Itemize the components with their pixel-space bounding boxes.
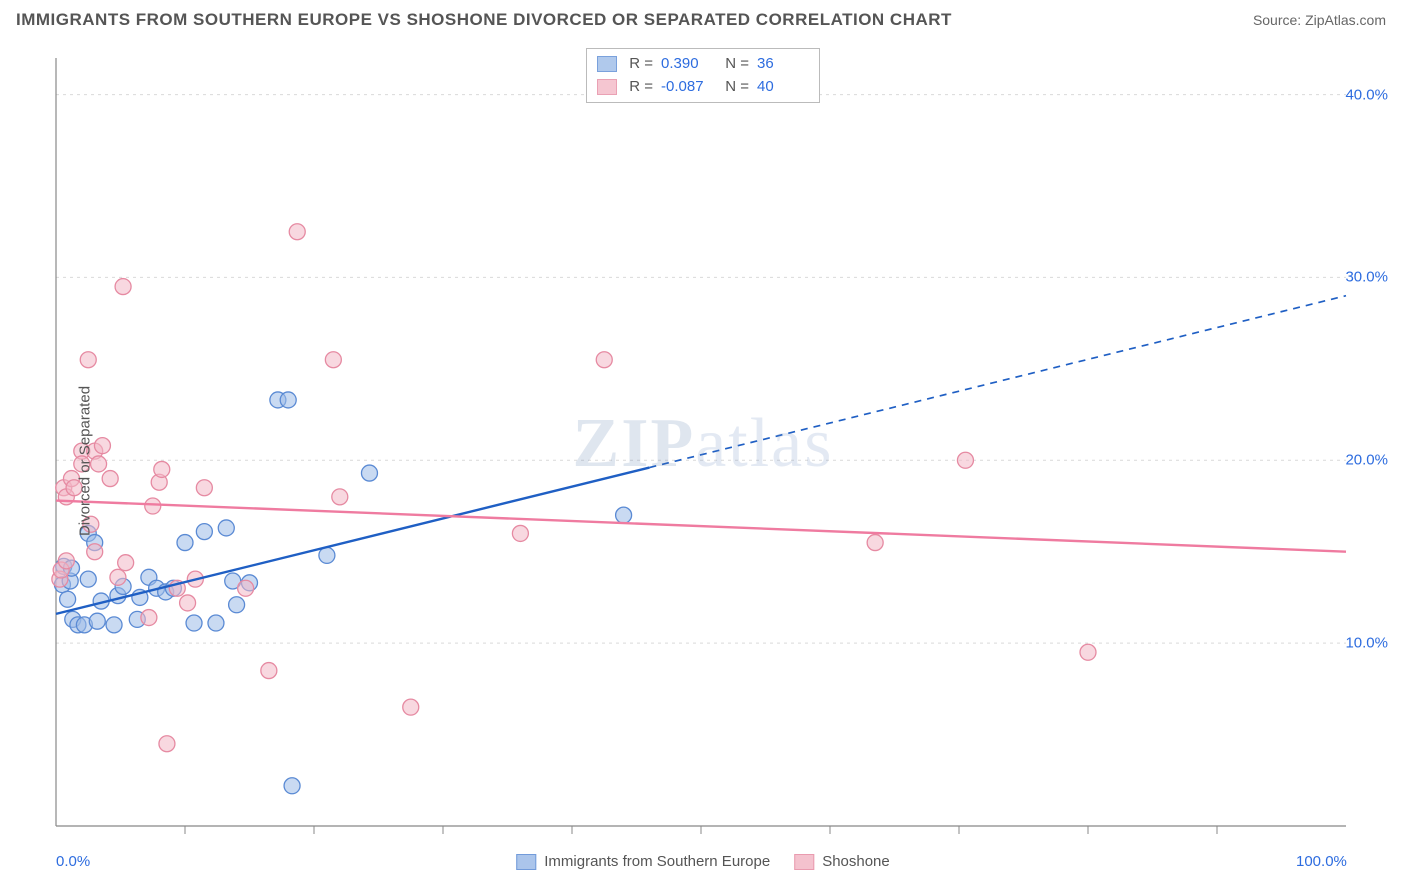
header: IMMIGRANTS FROM SOUTHERN EUROPE VS SHOSH… [0,0,1406,38]
data-point [141,610,157,626]
data-point [208,615,224,631]
y-tick-label: 30.0% [1345,269,1388,286]
data-point [186,615,202,631]
trend-line [56,501,1346,552]
r-label: R = [625,53,653,76]
legend-item: Shoshone [794,853,890,870]
y-tick-label: 10.0% [1345,635,1388,652]
data-point [115,279,131,295]
chart-area: Divorced or Separated ZIPatlas R =0.390N… [16,46,1390,876]
data-point [80,352,96,368]
n-value: 36 [757,53,809,76]
data-point [261,663,277,679]
data-point [957,452,973,468]
source: Source: ZipAtlas.com [1253,12,1386,28]
data-point [60,591,76,607]
legend-stat-row: R = -0.087 N = 40 [597,76,809,99]
data-point [229,597,245,613]
data-point [87,544,103,560]
data-point [319,547,335,563]
data-point [867,535,883,551]
x-tick-label: 100.0% [1296,853,1347,870]
legend-stats: R = 0.390 N = 36 R = -0.087 N = 40 [586,48,820,103]
data-point [616,507,632,523]
legend-stat-row: R = 0.390 N = 36 [597,53,809,76]
legend-label: Shoshone [822,853,890,870]
data-point [596,352,612,368]
n-label: N = [721,76,749,99]
data-point [280,392,296,408]
trend-line [56,468,649,614]
data-point [110,569,126,585]
data-point [196,524,212,540]
data-point [80,571,96,587]
data-point [145,498,161,514]
data-point [154,461,170,477]
data-point [106,617,122,633]
data-point [159,736,175,752]
data-point [325,352,341,368]
data-point [361,465,377,481]
data-point [94,438,110,454]
n-label: N = [721,53,749,76]
legend-swatch [597,56,617,72]
legend-swatch [516,854,536,870]
legend-series: Immigrants from Southern Europe Shoshone [516,853,890,870]
data-point [289,224,305,240]
y-tick-label: 40.0% [1345,86,1388,103]
legend-swatch [597,79,617,95]
data-point [196,480,212,496]
trend-line-extrapolated [649,296,1346,468]
r-value: -0.087 [661,76,713,99]
scatter-plot [16,46,1390,876]
y-tick-label: 20.0% [1345,452,1388,469]
data-point [102,471,118,487]
source-prefix: Source: [1253,12,1305,28]
x-tick-label: 0.0% [56,853,90,870]
data-point [403,699,419,715]
r-label: R = [625,76,653,99]
legend-item: Immigrants from Southern Europe [516,853,770,870]
data-point [332,489,348,505]
data-point [284,778,300,794]
data-point [1080,644,1096,660]
data-point [89,613,105,629]
data-point [177,535,193,551]
data-point [218,520,234,536]
y-axis-title: Divorced or Separated [77,386,94,536]
source-link[interactable]: ZipAtlas.com [1305,12,1386,28]
n-value: 40 [757,76,809,99]
data-point [118,555,134,571]
data-point [512,525,528,541]
legend-swatch [794,854,814,870]
data-point [180,595,196,611]
legend-label: Immigrants from Southern Europe [544,853,770,870]
data-point [58,553,74,569]
page-title: IMMIGRANTS FROM SOUTHERN EUROPE VS SHOSH… [16,10,952,30]
r-value: 0.390 [661,53,713,76]
data-point [238,580,254,596]
